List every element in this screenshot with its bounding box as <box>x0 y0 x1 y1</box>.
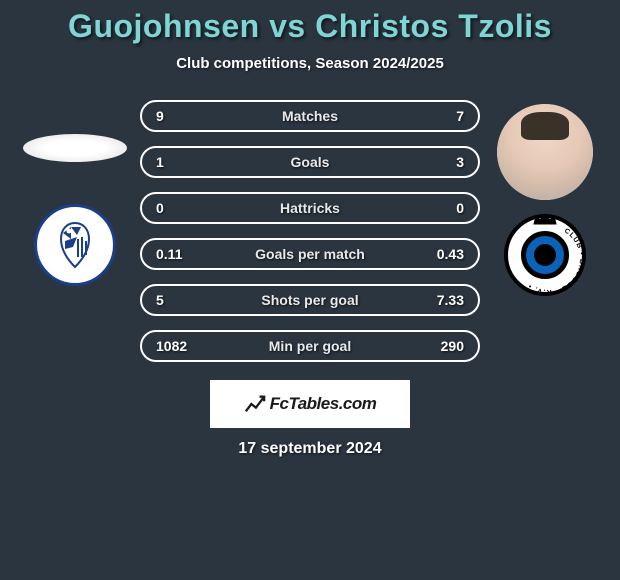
brand-label: FcTables.com <box>270 394 377 414</box>
stat-label: Matches <box>282 108 338 124</box>
gent-crest-icon <box>47 217 103 273</box>
player-right-club-logo: CLUB • BRUGGE • K.V. • <box>504 214 586 296</box>
stat-left-value: 5 <box>156 292 198 308</box>
stat-label: Min per goal <box>269 338 351 354</box>
stat-label: Goals <box>291 154 330 170</box>
stat-label: Goals per match <box>255 246 365 262</box>
stat-row: 0 Hattricks 0 <box>140 192 480 224</box>
brugge-ring-text-icon: CLUB • BRUGGE • K.V. • <box>508 218 590 300</box>
stat-right-value: 0 <box>422 200 464 216</box>
stat-label: Hattricks <box>280 200 340 216</box>
svg-text:CLUB • BRUGGE • K.V. •: CLUB • BRUGGE • K.V. • <box>527 228 585 295</box>
stat-left-value: 1082 <box>156 338 198 354</box>
right-side: CLUB • BRUGGE • K.V. • <box>490 100 600 296</box>
stat-row: 5 Shots per goal 7.33 <box>140 284 480 316</box>
stat-right-value: 0.43 <box>422 246 464 262</box>
date-label: 17 september 2024 <box>0 440 620 458</box>
stat-label: Shots per goal <box>261 292 358 308</box>
stat-right-value: 3 <box>422 154 464 170</box>
stat-right-value: 7.33 <box>422 292 464 308</box>
stat-left-value: 0 <box>156 200 198 216</box>
stat-row: 0.11 Goals per match 0.43 <box>140 238 480 270</box>
subtitle: Club competitions, Season 2024/2025 <box>0 55 620 72</box>
stats-column: 9 Matches 7 1 Goals 3 0 Hattricks 0 0.11… <box>140 100 480 362</box>
page-title: Guojohnsen vs Christos Tzolis <box>0 8 620 45</box>
stat-left-value: 9 <box>156 108 198 124</box>
stat-right-value: 7 <box>422 108 464 124</box>
player-left-club-logo <box>34 204 116 286</box>
player-left-avatar <box>23 134 127 162</box>
content-row: 9 Matches 7 1 Goals 3 0 Hattricks 0 0.11… <box>0 100 620 362</box>
stat-row: 1 Goals 3 <box>140 146 480 178</box>
stat-row: 9 Matches 7 <box>140 100 480 132</box>
stat-left-value: 1 <box>156 154 198 170</box>
brand-link[interactable]: FcTables.com <box>210 380 410 428</box>
chart-icon <box>244 393 266 415</box>
stat-right-value: 290 <box>422 338 464 354</box>
left-side <box>20 100 130 286</box>
stat-left-value: 0.11 <box>156 246 198 262</box>
stat-row: 1082 Min per goal 290 <box>140 330 480 362</box>
comparison-card: Guojohnsen vs Christos Tzolis Club compe… <box>0 0 620 458</box>
player-face-icon <box>497 104 593 200</box>
player-right-avatar <box>497 104 593 200</box>
